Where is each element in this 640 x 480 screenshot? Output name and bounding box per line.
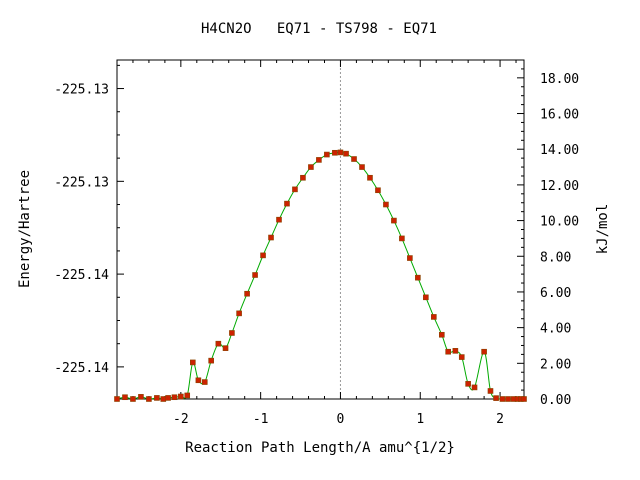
data-point-marker (138, 394, 144, 400)
data-point-marker (481, 348, 487, 355)
data-point-marker (292, 186, 298, 193)
left-tick-label: -225.14 (54, 268, 109, 283)
data-point-marker (276, 216, 282, 223)
right-tick-label: 18.00 (540, 72, 579, 87)
data-point-marker (367, 174, 373, 181)
x-tick-label: -1 (253, 412, 269, 427)
data-point-marker (499, 396, 506, 402)
data-point-marker (260, 252, 266, 259)
data-point-marker (375, 187, 381, 194)
data-point-marker (146, 396, 152, 402)
left-tick-label: -225.13 (54, 83, 109, 98)
data-point-marker (171, 394, 178, 401)
data-point-marker (343, 150, 349, 157)
chart-title: H4CN2O EQ71 - TS798 - EQ71 (201, 21, 437, 37)
data-point-marker (252, 272, 258, 278)
data-point-marker (160, 396, 167, 402)
data-point-marker (244, 290, 250, 297)
data-point-marker (195, 377, 202, 384)
left-tick-label: -225.13 (54, 175, 109, 190)
data-point-marker (184, 392, 191, 399)
data-point-marker (505, 396, 511, 402)
data-point-marker (487, 388, 494, 394)
data-point-marker (284, 200, 290, 207)
data-point-marker (190, 359, 196, 366)
data-point-marker (458, 354, 465, 360)
right-tick-label: 6.00 (540, 286, 571, 301)
data-point-marker (114, 396, 120, 402)
right-tick-label: 10.00 (540, 215, 579, 230)
data-point-marker (215, 340, 222, 347)
right-tick-label: 14.00 (540, 143, 579, 158)
right-tick-label: 0.00 (540, 393, 571, 408)
data-point-marker (465, 381, 471, 387)
data-point-marker (222, 345, 229, 351)
data-point-marker (229, 330, 235, 336)
y-axis-label-left: Energy/Hartree (17, 170, 33, 288)
data-point-marker (383, 201, 389, 208)
data-point-marker (130, 396, 136, 402)
x-axis-label: Reaction Path Length/A amu^{1/2} (185, 440, 455, 456)
data-point-marker (438, 331, 445, 338)
data-point-marker (208, 357, 214, 364)
right-tick-label: 2.00 (540, 357, 571, 372)
data-point-marker (122, 394, 128, 401)
data-point-marker (154, 395, 160, 401)
data-point-marker (431, 314, 437, 320)
plot-frame (116, 59, 525, 400)
data-point-marker (415, 274, 421, 281)
data-point-marker (308, 164, 314, 170)
left-tick-label: -225.14 (54, 361, 109, 376)
data-point-marker (493, 395, 499, 401)
right-tick-label: 8.00 (540, 250, 571, 265)
data-point-marker (201, 379, 208, 385)
data-point-marker (391, 217, 397, 224)
data-point-marker (423, 294, 429, 301)
y-axis-label-right: kJ/mol (595, 204, 611, 255)
data-point-marker (165, 395, 171, 401)
x-tick-label: 2 (496, 412, 504, 427)
data-point-marker (337, 149, 344, 156)
data-point-marker (332, 149, 338, 156)
x-tick-label: 1 (416, 412, 424, 427)
right-tick-label: 16.00 (540, 108, 579, 123)
data-point-marker (399, 235, 405, 242)
data-point-marker (351, 156, 357, 162)
data-point-marker (316, 157, 322, 163)
data-point-marker (521, 396, 527, 402)
data-point-marker (324, 151, 330, 158)
data-point-marker (178, 393, 184, 400)
data-point-marker (236, 310, 242, 317)
x-tick-label: 0 (337, 412, 345, 427)
energy-curve (116, 151, 524, 400)
data-point-marker (452, 348, 459, 354)
x-tick-label: -2 (173, 412, 189, 427)
data-point-marker (300, 174, 306, 181)
data-point-marker (445, 348, 451, 355)
data-point-marker (268, 234, 274, 241)
right-tick-label: 12.00 (540, 179, 579, 194)
right-tick-label: 4.00 (540, 322, 571, 337)
data-point-marker (359, 164, 365, 170)
data-point-marker (471, 384, 478, 391)
data-point-marker (407, 255, 413, 261)
